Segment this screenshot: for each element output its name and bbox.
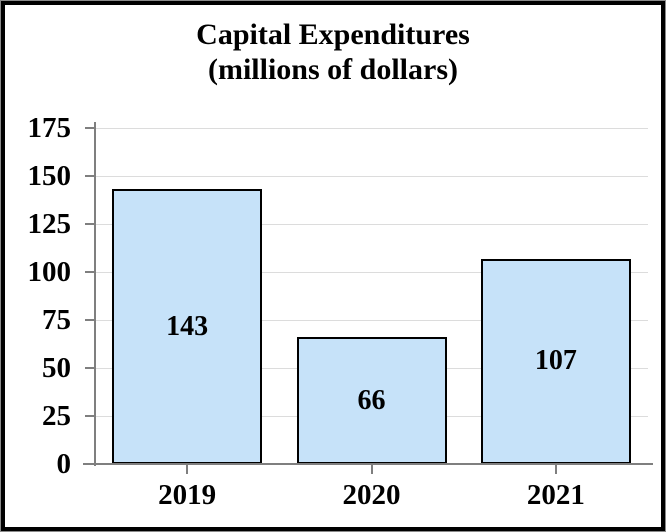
gridline (95, 175, 648, 177)
x-axis-line (83, 463, 653, 465)
plot-area: 0 25 50 75 100 125 150 175 143 2019 66 2020 107 2021 (5, 5, 661, 527)
y-axis-line (94, 122, 96, 466)
y-tick-label: 50 (42, 352, 71, 384)
bar-2020: 66 (296, 337, 447, 464)
chart-title-line1: Capital Expenditures (196, 18, 470, 51)
y-tick-label: 100 (27, 256, 72, 288)
bar-2021: 107 (480, 258, 631, 464)
gridline (95, 127, 648, 129)
y-tick (85, 223, 95, 225)
bar-value-label: 66 (357, 384, 386, 416)
y-tick (85, 127, 95, 129)
x-tick-label: 2019 (158, 479, 217, 511)
bar-value-label: 143 (166, 310, 209, 342)
y-tick (85, 367, 95, 369)
x-tick (370, 465, 373, 474)
y-tick-label: 25 (42, 400, 71, 432)
x-tick-label: 2021 (526, 479, 585, 511)
y-tick (85, 415, 95, 417)
gridline (95, 223, 648, 225)
chart-title-line2: (millions of dollars) (207, 53, 458, 86)
gridline (95, 319, 648, 321)
x-tick-label: 2020 (342, 479, 401, 511)
gridline (95, 271, 648, 273)
y-tick-label: 175 (27, 112, 72, 144)
chart-title: Capital Expenditures (millions of dollar… (5, 17, 661, 87)
y-tick (85, 175, 95, 177)
bar-2019: 143 (112, 189, 263, 464)
y-tick-label: 75 (42, 304, 71, 336)
bar-value-label: 107 (534, 345, 577, 377)
y-tick (85, 319, 95, 321)
y-tick (85, 271, 95, 273)
y-tick-label: 150 (27, 160, 72, 192)
x-tick (554, 465, 557, 474)
x-tick (186, 465, 189, 474)
y-tick-label: 0 (56, 448, 72, 480)
y-tick-label: 125 (27, 208, 72, 240)
